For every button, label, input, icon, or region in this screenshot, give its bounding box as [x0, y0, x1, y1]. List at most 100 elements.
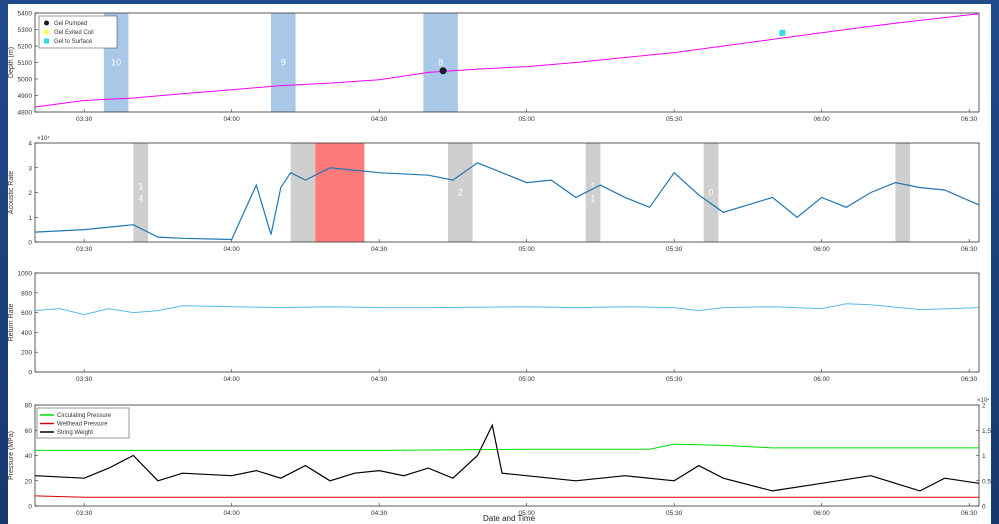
y-tick-label: 5200	[18, 44, 33, 51]
x-tick-label: 06:30	[961, 376, 978, 383]
legend-marker	[44, 29, 49, 35]
band-label: 9	[281, 58, 286, 68]
y-tick-label: 0	[28, 504, 32, 511]
axes-box	[34, 272, 980, 373]
x-tick-label: 05:30	[666, 510, 683, 517]
y-tick-label: 40	[25, 453, 33, 460]
legend-label: Wellhead Pressure	[57, 422, 108, 428]
x-tick-label: 03:30	[76, 510, 93, 517]
x-tick-label: 04:30	[371, 510, 388, 517]
legend-label: Gel Pumped	[54, 21, 87, 27]
x-tick-label: 04:30	[371, 116, 388, 123]
x-tick-label: 04:00	[224, 246, 241, 253]
x-tick-label: 05:00	[519, 376, 536, 383]
x-tick-label: 05:30	[666, 376, 683, 383]
y-axis-label: Pressure (MPa)	[8, 431, 15, 480]
y-tick-label: 60	[25, 428, 33, 435]
x-tick-label: 04:00	[224, 510, 241, 517]
right-y-tick-label: 1.5	[982, 428, 991, 435]
y-tick-label: 2	[28, 190, 32, 197]
legend-label: Gel Exited Coil	[54, 30, 94, 36]
right-y-tick-label: 1	[982, 453, 986, 460]
y-tick-label: 5000	[18, 77, 33, 84]
y-axis-label: Depth (m)	[8, 47, 15, 78]
right-y-tick-label: 2	[982, 403, 986, 410]
x-tick-label: 05:00	[519, 510, 536, 517]
band-label: 10	[111, 58, 121, 68]
legend-label: Circulating Pressure	[57, 413, 112, 419]
series-line	[34, 303, 980, 316]
x-tick-label: 04:30	[371, 246, 388, 253]
series-line	[34, 495, 979, 498]
band-label: 2	[458, 188, 463, 198]
right-exponent-label: ×10⁴	[977, 397, 990, 404]
band-label: 1	[591, 182, 596, 192]
y-exponent-label: ×10⁴	[37, 135, 50, 142]
legend-label: Gel to Surface	[54, 39, 93, 45]
shaded-band	[895, 143, 911, 242]
legend-marker	[44, 38, 49, 44]
shaded-band	[133, 143, 149, 242]
y-tick-label: 600	[21, 310, 32, 317]
series-line	[34, 13, 980, 108]
y-tick-label: 4	[28, 141, 32, 148]
y-tick-label: 1	[28, 215, 32, 222]
legend-box	[38, 15, 118, 49]
shaded-band	[448, 143, 473, 242]
y-tick-label: 0	[28, 240, 32, 247]
right-y-tick-label: 0	[982, 504, 986, 511]
y-tick-label: 4800	[18, 110, 33, 117]
marker-gel-to-surface	[779, 29, 786, 36]
series-line	[34, 162, 980, 241]
band-label: 8	[438, 58, 443, 68]
x-axis-label: Date and Time	[483, 514, 536, 523]
y-tick-label: 200	[21, 350, 32, 357]
shaded-band	[290, 143, 316, 242]
y-tick-label: 5400	[18, 11, 33, 18]
x-tick-label: 06:30	[961, 510, 978, 517]
band-label: 0	[709, 188, 714, 198]
band-label: 4	[138, 194, 143, 204]
x-tick-label: 04:30	[371, 376, 388, 383]
y-tick-label: 80	[25, 403, 33, 410]
legend-label: String Weight	[57, 430, 93, 436]
y-tick-label: 0	[28, 370, 32, 377]
series-line	[34, 423, 980, 492]
series-line	[35, 443, 979, 451]
x-tick-label: 05:30	[666, 116, 683, 123]
y-tick-label: 5300	[18, 27, 33, 34]
x-tick-label: 06:00	[814, 376, 831, 383]
band-label: 1	[138, 182, 143, 192]
y-tick-label: 5100	[18, 60, 33, 67]
shaded-band	[585, 143, 601, 242]
legend-marker	[44, 20, 49, 26]
right-y-tick-label: 0.5	[982, 478, 991, 485]
x-tick-label: 04:00	[224, 116, 241, 123]
panel-acoustic: 1 4 2 1 1 0 0 1 2 3 4 03:30 04:00 04:30 05:00 05:30 06:0…	[8, 135, 980, 253]
y-axis-label: Acoustic Rate	[8, 171, 15, 214]
x-tick-label: 03:30	[76, 116, 93, 123]
x-tick-label: 06:00	[814, 510, 831, 517]
y-tick-label: 1000	[18, 271, 33, 278]
y-tick-label: 800	[21, 290, 32, 297]
y-tick-label: 20	[25, 478, 33, 485]
x-tick-label: 05:30	[666, 246, 683, 253]
shaded-band	[271, 13, 296, 112]
panel-depth: 10 9 8 4800 4900 5000 5100 5200 5300 5400 03:30 04:…	[8, 11, 980, 123]
x-tick-label: 04:00	[224, 376, 241, 383]
y-tick-label: 3	[28, 165, 32, 172]
y-tick-label: 4900	[18, 93, 33, 100]
y-tick-label: 400	[21, 330, 32, 337]
x-tick-label: 03:30	[76, 246, 93, 253]
y-axis-label: Return Rate	[8, 304, 15, 342]
figure-background	[8, 4, 991, 524]
marker-gel-pumped	[439, 67, 447, 75]
x-tick-label: 05:00	[519, 246, 536, 253]
x-tick-label: 05:00	[519, 116, 536, 123]
shaded-band	[423, 13, 458, 112]
highlight-region	[315, 143, 365, 242]
x-tick-label: 06:30	[961, 116, 978, 123]
band-label: 1	[591, 194, 596, 204]
